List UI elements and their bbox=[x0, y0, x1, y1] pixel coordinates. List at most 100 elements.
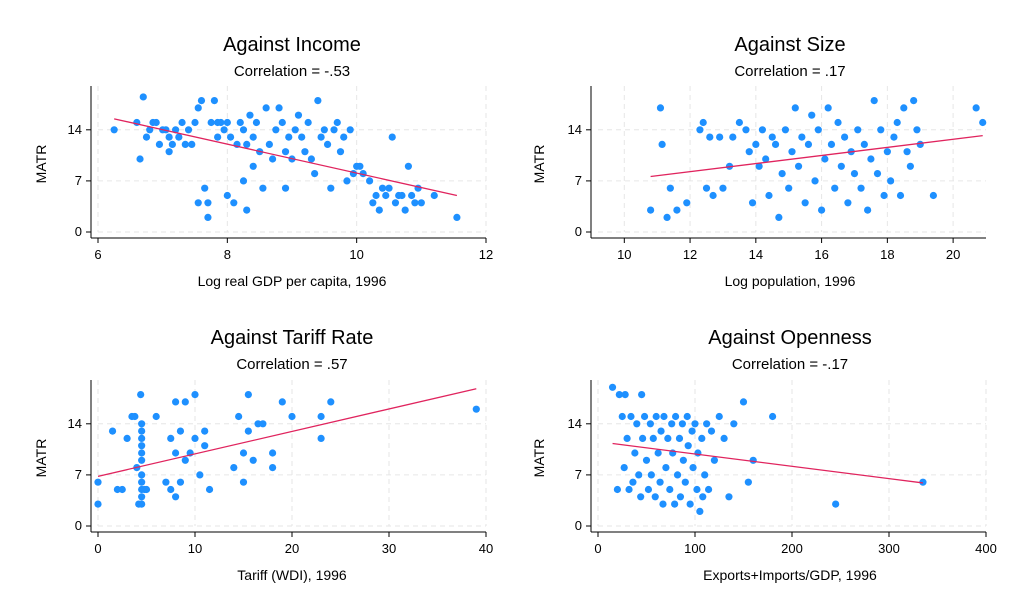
data-point bbox=[693, 485, 701, 494]
data-point bbox=[317, 133, 325, 141]
x-tick-label: 12 bbox=[683, 247, 697, 262]
data-point bbox=[388, 133, 396, 141]
data-point bbox=[679, 456, 687, 464]
data-point bbox=[235, 412, 243, 421]
data-point bbox=[663, 213, 671, 221]
data-point bbox=[110, 126, 118, 134]
data-point bbox=[382, 191, 390, 200]
data-point bbox=[683, 199, 691, 207]
data-point bbox=[311, 170, 319, 178]
x-axis-label: Log population, 1996 bbox=[725, 273, 856, 289]
data-point bbox=[137, 391, 145, 399]
y-tick-label: 0 bbox=[75, 518, 82, 533]
data-point bbox=[269, 464, 277, 472]
x-tick-label: 20 bbox=[285, 541, 299, 556]
data-point bbox=[972, 104, 980, 112]
data-point bbox=[765, 191, 773, 200]
data-point bbox=[788, 148, 796, 156]
data-point bbox=[327, 398, 335, 406]
data-point bbox=[666, 485, 674, 494]
data-point bbox=[243, 206, 251, 214]
data-point bbox=[675, 434, 684, 442]
data-point bbox=[181, 456, 189, 464]
data-point bbox=[94, 500, 102, 508]
y-axis-label: MATR bbox=[531, 439, 547, 478]
data-point bbox=[196, 471, 204, 479]
data-point bbox=[401, 206, 409, 214]
data-point bbox=[890, 133, 898, 141]
data-point bbox=[762, 155, 770, 163]
data-point bbox=[285, 133, 293, 141]
data-point bbox=[281, 184, 290, 192]
data-point bbox=[294, 111, 303, 119]
data-point bbox=[181, 398, 189, 406]
data-point bbox=[929, 191, 937, 200]
data-point bbox=[172, 449, 180, 457]
data-point bbox=[138, 442, 146, 450]
data-point bbox=[220, 126, 228, 134]
panel-size: Against Size Correlation = .17 Log popul… bbox=[531, 34, 987, 289]
data-point bbox=[900, 104, 908, 112]
y-tick-label: 0 bbox=[575, 518, 582, 533]
data-point bbox=[375, 206, 383, 214]
data-point bbox=[850, 170, 859, 178]
data-point bbox=[314, 97, 322, 105]
data-point bbox=[660, 412, 668, 421]
data-point bbox=[729, 133, 737, 141]
data-point bbox=[699, 118, 707, 127]
data-point bbox=[739, 398, 748, 406]
data-point bbox=[702, 184, 711, 192]
data-point bbox=[686, 500, 694, 508]
data-point bbox=[742, 126, 750, 134]
data-point bbox=[719, 184, 727, 192]
data-point bbox=[635, 471, 643, 479]
data-point bbox=[637, 493, 645, 501]
data-point bbox=[278, 118, 286, 127]
panel-openness: Against Openness Correlation = -.17 Expo… bbox=[531, 327, 997, 583]
data-point bbox=[715, 412, 723, 421]
data-point bbox=[207, 118, 215, 127]
chart-subtitle: Correlation = .17 bbox=[734, 63, 845, 80]
data-point bbox=[672, 412, 680, 421]
data-point bbox=[288, 412, 296, 421]
data-point bbox=[698, 434, 706, 442]
data-point bbox=[272, 126, 280, 134]
data-point bbox=[627, 412, 635, 421]
data-point bbox=[785, 184, 793, 192]
data-point bbox=[278, 398, 286, 406]
data-point bbox=[615, 391, 623, 399]
x-tick-label: 14 bbox=[749, 247, 763, 262]
data-point bbox=[870, 97, 878, 105]
data-point bbox=[262, 104, 270, 112]
data-point bbox=[673, 206, 681, 214]
data-point bbox=[704, 485, 713, 494]
x-tick-label: 400 bbox=[975, 541, 997, 556]
data-point bbox=[804, 140, 813, 148]
data-point bbox=[771, 140, 780, 148]
data-point bbox=[659, 500, 667, 508]
plot-area: 6 8 10 12 0 7 14 bbox=[68, 86, 493, 262]
data-point bbox=[656, 104, 665, 112]
data-point bbox=[880, 191, 888, 200]
y-tick-label: 14 bbox=[68, 122, 82, 137]
y-axis-label: MATR bbox=[531, 145, 547, 184]
data-point bbox=[152, 118, 160, 127]
y-tick-label: 7 bbox=[75, 467, 82, 482]
data-point bbox=[155, 140, 164, 148]
data-point bbox=[854, 126, 862, 134]
data-point bbox=[657, 427, 665, 435]
x-tick-label: 6 bbox=[94, 247, 101, 262]
data-point bbox=[430, 191, 438, 200]
chart-subtitle: Correlation = -.17 bbox=[732, 356, 848, 373]
data-point bbox=[230, 464, 238, 472]
data-point bbox=[139, 93, 147, 101]
data-point bbox=[230, 199, 238, 207]
data-point bbox=[691, 420, 699, 428]
data-point bbox=[194, 199, 202, 207]
data-point bbox=[621, 391, 629, 399]
data-point bbox=[327, 184, 335, 192]
data-point bbox=[172, 493, 180, 501]
data-point bbox=[651, 493, 659, 501]
data-point bbox=[391, 199, 400, 207]
data-point bbox=[330, 126, 338, 134]
